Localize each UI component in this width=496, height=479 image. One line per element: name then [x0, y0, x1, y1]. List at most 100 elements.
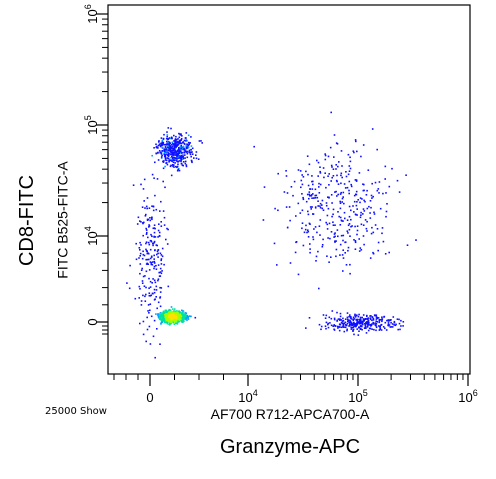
event-point: [149, 286, 152, 288]
event-point: [190, 145, 193, 147]
event-point: [307, 213, 310, 216]
event-point: [356, 318, 359, 321]
event-point: [324, 325, 327, 327]
event-point: [173, 134, 175, 137]
event-point: [165, 316, 167, 319]
event-point: [362, 321, 364, 323]
event-point: [162, 210, 165, 212]
event-point: [180, 315, 183, 317]
event-point: [358, 313, 360, 316]
event-point: [173, 314, 176, 316]
event-point: [176, 169, 179, 172]
event-point: [333, 317, 336, 320]
event-point: [182, 313, 185, 316]
event-point: [152, 209, 155, 212]
event-point: [175, 159, 178, 161]
event-point: [321, 245, 324, 248]
event-point: [152, 292, 154, 295]
event-point: [335, 179, 338, 182]
event-point: [301, 227, 303, 230]
event-point: [350, 225, 352, 228]
event-point: [162, 310, 165, 313]
event-point: [169, 151, 172, 153]
event-point: [366, 326, 369, 328]
event-point: [182, 161, 185, 163]
event-point: [163, 216, 166, 219]
event-point: [143, 221, 145, 224]
event-point: [370, 194, 373, 197]
event-point: [367, 324, 369, 326]
event-point: [149, 309, 151, 312]
event-point: [153, 224, 156, 226]
event-point: [138, 297, 140, 299]
event-point: [151, 154, 153, 157]
event-point: [355, 193, 357, 196]
event-point: [178, 152, 180, 155]
event-point: [358, 321, 360, 323]
event-point: [158, 150, 161, 152]
event-point: [307, 230, 310, 233]
event-point: [354, 139, 357, 141]
event-point: [339, 315, 342, 318]
event-point: [342, 323, 344, 326]
event-point: [176, 154, 178, 157]
event-point: [147, 310, 149, 312]
event-point: [393, 321, 396, 324]
event-point: [148, 258, 150, 261]
event-point: [385, 215, 387, 218]
event-point: [170, 322, 172, 325]
event-point: [180, 147, 182, 150]
event-point: [171, 145, 174, 148]
event-point: [379, 319, 381, 321]
event-point: [166, 150, 169, 153]
event-point: [318, 323, 321, 326]
event-point: [363, 183, 365, 186]
event-point: [356, 214, 358, 216]
event-point: [166, 163, 169, 166]
event-point: [358, 172, 361, 174]
event-point: [187, 134, 190, 137]
event-point: [339, 193, 342, 195]
event-point: [342, 191, 345, 194]
event-point: [345, 171, 347, 173]
y-parameter-label: FITC B525-FITC-A: [48, 110, 78, 330]
event-point: [305, 170, 307, 173]
event-point: [359, 216, 362, 219]
event-point: [145, 286, 147, 289]
event-point: [322, 314, 325, 316]
event-point: [151, 216, 153, 219]
event-point: [178, 147, 180, 149]
event-point: [138, 247, 141, 249]
event-point: [355, 319, 358, 321]
event-point: [301, 209, 304, 212]
event-point: [347, 246, 350, 249]
event-point: [146, 250, 148, 253]
event-point: [306, 155, 309, 157]
event-point: [302, 196, 304, 199]
event-point: [152, 244, 154, 247]
event-point: [176, 144, 178, 146]
event-point: [350, 209, 352, 212]
event-point: [175, 153, 177, 155]
event-point: [180, 320, 183, 322]
event-point: [160, 200, 162, 203]
event-point: [394, 324, 397, 327]
event-point: [371, 197, 373, 199]
event-point: [295, 215, 297, 217]
event-point: [185, 312, 187, 314]
event-point: [349, 321, 352, 324]
event-point: [160, 153, 163, 155]
event-point: [352, 205, 354, 207]
event-point: [156, 244, 158, 247]
event-point: [187, 316, 189, 318]
event-point: [180, 162, 183, 165]
event-point: [160, 258, 163, 260]
event-point: [337, 327, 339, 329]
event-point: [333, 328, 335, 331]
event-point: [173, 140, 175, 142]
event-point: [183, 146, 185, 149]
event-point: [165, 137, 168, 140]
event-point: [302, 244, 305, 247]
event-point: [180, 157, 182, 160]
event-point: [330, 317, 333, 320]
